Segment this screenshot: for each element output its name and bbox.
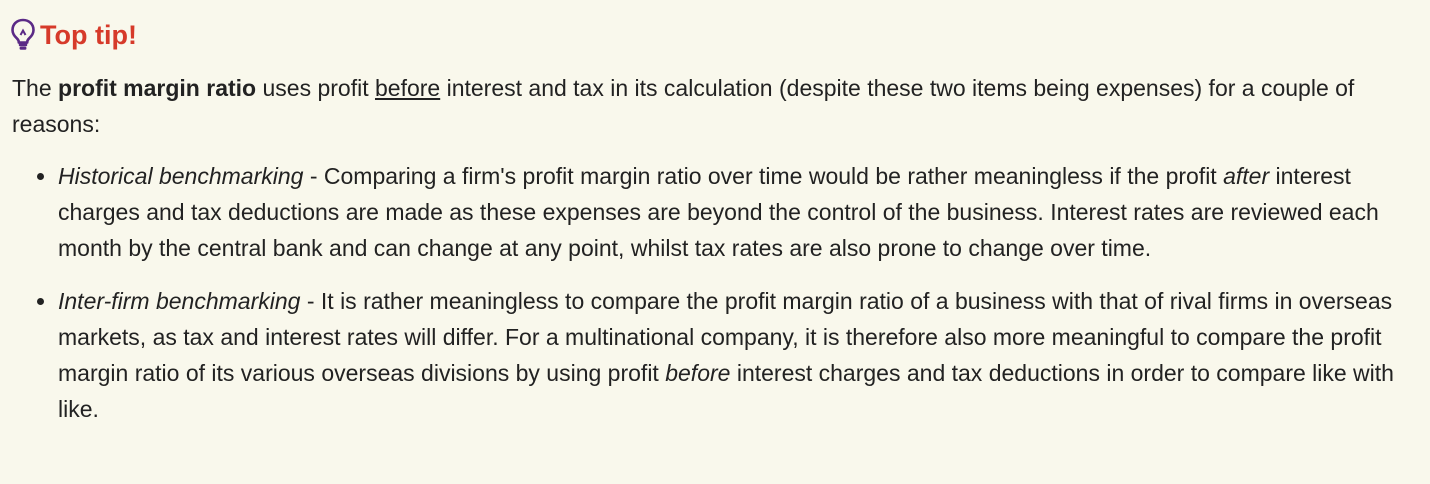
tip-header: Top tip! bbox=[10, 14, 1416, 56]
reason-emphasis: after bbox=[1223, 163, 1270, 189]
reason-text-a: - It is rather meaningless to compare th… bbox=[58, 288, 1393, 386]
intro-underlined-word: before bbox=[374, 75, 441, 101]
intro-paragraph: The profit margin ratio uses profit befo… bbox=[12, 70, 1402, 142]
intro-text-2: uses profit bbox=[256, 75, 375, 101]
reason-term: Inter-firm benchmarking bbox=[58, 288, 301, 314]
intro-text-1: The bbox=[12, 75, 59, 101]
reasons-list: Historical benchmarking - Comparing a fi… bbox=[12, 158, 1416, 427]
list-item: Historical benchmarking - Comparing a fi… bbox=[58, 158, 1413, 266]
reason-emphasis: before bbox=[665, 360, 731, 386]
intro-text-3: interest and tax in its calculation (des… bbox=[12, 75, 1355, 137]
list-item: Inter-firm benchmarking - It is rather m… bbox=[58, 283, 1413, 427]
intro-bold-term: profit margin ratio bbox=[58, 75, 257, 101]
tip-title: Top tip! bbox=[40, 20, 137, 50]
reason-term: Historical benchmarking bbox=[58, 163, 304, 189]
reason-text-b: interest charges and tax deductions are … bbox=[58, 163, 1379, 261]
lightbulb-icon bbox=[10, 18, 36, 52]
reason-text-a: - Comparing a firm's profit margin ratio… bbox=[303, 163, 1224, 189]
reason-text-b: interest charges and tax deductions in o… bbox=[58, 360, 1394, 422]
